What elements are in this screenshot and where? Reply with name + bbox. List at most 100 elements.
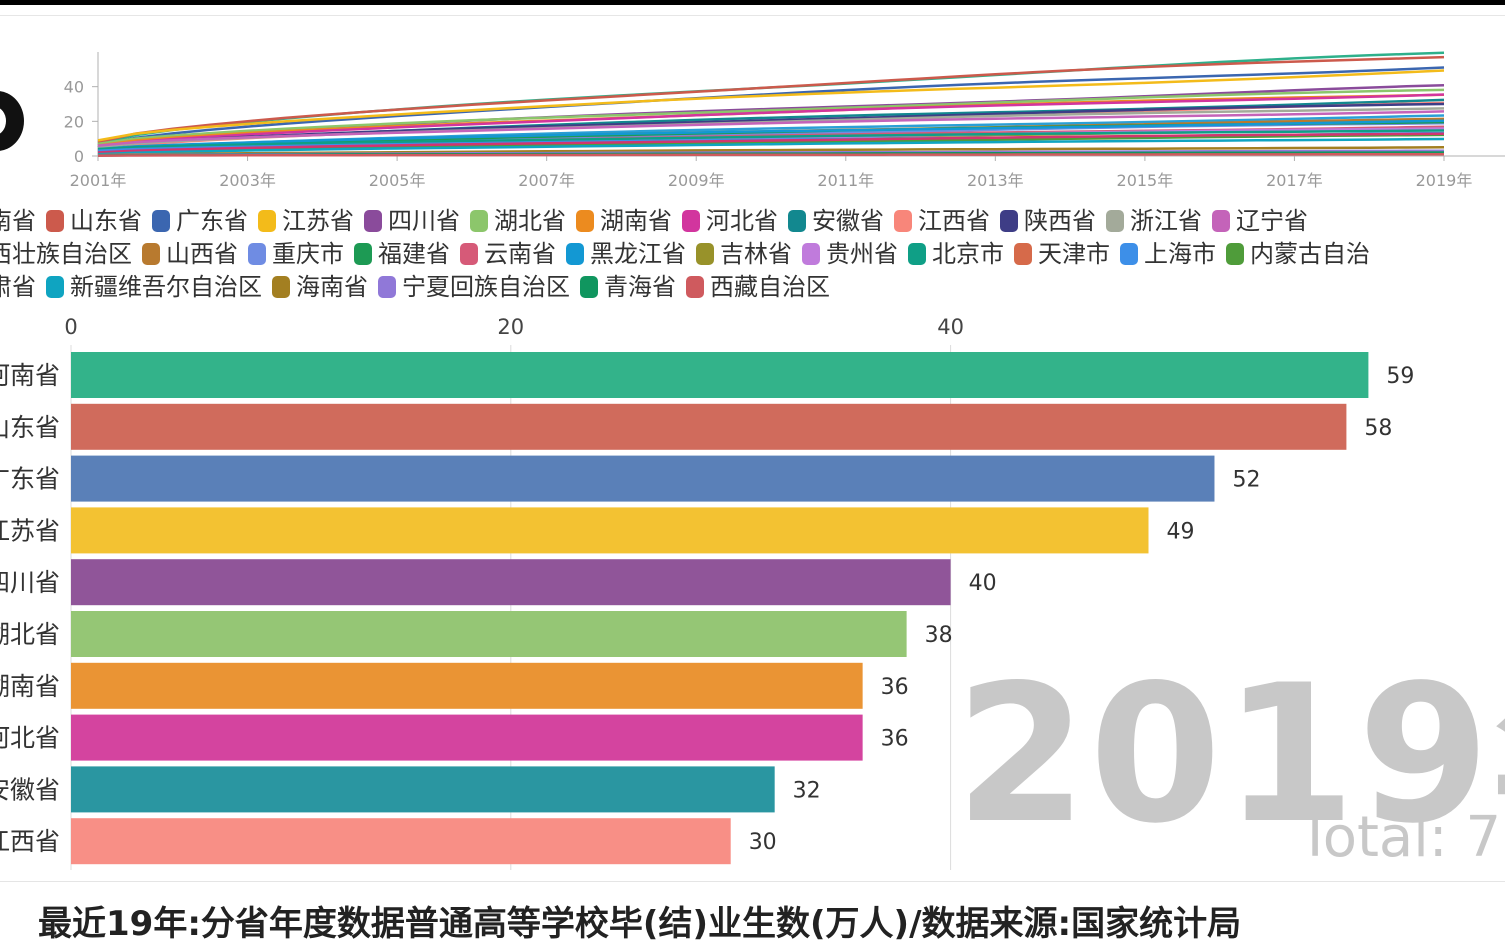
legend-swatch <box>460 243 478 265</box>
bar-category-label: 安徽省 <box>0 775 60 804</box>
line-series <box>97 102 1445 149</box>
top-divider <box>0 15 1505 16</box>
legend-item[interactable]: 云南省 <box>460 238 556 271</box>
bar <box>71 455 1215 502</box>
legend-item[interactable]: 辽宁省 <box>1212 205 1308 238</box>
legend-label: 辽宁省 <box>1236 207 1308 235</box>
legend-item[interactable]: 浙江省 <box>1106 205 1202 238</box>
legend-item[interactable]: 陕西省 <box>1000 205 1096 238</box>
bar <box>71 714 863 761</box>
legend-item[interactable]: 湖南省 <box>576 205 672 238</box>
legend-item[interactable]: 海南省 <box>272 271 368 304</box>
bar-x-tick-label: 40 <box>937 315 964 339</box>
source-caption: 最近19年:分省年度数据普通高等学校毕(结)业生数(万人)/数据来源:国家统计局 <box>38 904 1242 941</box>
legend-label: 广东省 <box>176 207 248 235</box>
total-label: Total: 75 <box>1298 805 1505 870</box>
bar-category-label: 四川省 <box>0 568 60 597</box>
bar-category-label: 江苏省 <box>0 516 60 545</box>
legend-swatch <box>788 210 806 232</box>
legend-item[interactable]: 宁夏回族自治区 <box>378 271 570 304</box>
legend-label: 宁夏回族自治区 <box>402 273 570 301</box>
legend-swatch <box>364 210 382 232</box>
legend-item[interactable]: 西藏自治区 <box>686 271 830 304</box>
legend-label: 浙江省 <box>1130 207 1202 235</box>
legend-label: 新疆维吾尔自治区 <box>70 273 262 301</box>
legend-item[interactable]: 湖北省 <box>470 205 566 238</box>
line-series <box>97 132 1445 154</box>
legend-label: 安徽省 <box>812 207 884 235</box>
legend-item[interactable]: 上海市 <box>1120 238 1216 271</box>
legend-item[interactable]: 四川省 <box>364 205 460 238</box>
bar-value-label: 38 <box>925 623 953 648</box>
line-x-tick-label: 2005年 <box>369 171 426 190</box>
legend-item[interactable]: 福建省 <box>354 238 450 271</box>
legend-item[interactable]: 南省 <box>0 205 36 238</box>
legend-swatch <box>142 243 160 265</box>
legend-label: 河北省 <box>706 207 778 235</box>
legend-label: 肃省 <box>0 273 36 301</box>
chart-canvas: 0 20 40 2001年 2003年 2005年 2007年 2009年 2011年 2013年… <box>0 5 1505 941</box>
legend-swatch <box>686 276 704 298</box>
bar-category-label: 河北省 <box>0 724 60 753</box>
line-series <box>97 129 1445 151</box>
bar-x-tick-label: 20 <box>497 315 524 339</box>
bar <box>71 818 731 865</box>
legend-label: 北京市 <box>932 240 1004 268</box>
legend-item[interactable]: 西壮族自治区 <box>0 238 132 271</box>
line-series <box>97 153 1444 157</box>
bar-category-label: 湖北省 <box>0 620 60 649</box>
legend-swatch <box>354 243 372 265</box>
legend-item[interactable]: 肃省 <box>0 271 36 304</box>
line-x-tick-label: 2015年 <box>1117 171 1174 190</box>
legend-swatch <box>46 210 64 232</box>
legend-item[interactable]: 新疆维吾尔自治区 <box>46 271 262 304</box>
legend-label: 江苏省 <box>282 207 354 235</box>
legend-swatch <box>1212 210 1230 232</box>
legend-swatch <box>1000 210 1018 232</box>
legend-item[interactable]: 贵州省 <box>802 238 898 271</box>
legend-item[interactable]: 内蒙古自治 <box>1226 238 1370 271</box>
bar-value-label: 40 <box>969 571 997 596</box>
legend-label: 西壮族自治区 <box>0 240 132 268</box>
line-series <box>97 69 1445 142</box>
legend-item[interactable]: 山西省 <box>142 238 238 271</box>
legend-item[interactable]: 吉林省 <box>696 238 792 271</box>
line-series <box>97 137 1445 156</box>
legend-item[interactable]: 安徽省 <box>788 205 884 238</box>
legend-swatch <box>908 243 926 265</box>
legend-item[interactable]: 山东省 <box>46 205 142 238</box>
bar-value-label: 30 <box>749 830 777 855</box>
line-series <box>97 119 1445 151</box>
legend-label: 湖北省 <box>494 207 566 235</box>
legend-item[interactable]: 江苏省 <box>258 205 354 238</box>
line-x-tick-label: 2013年 <box>967 171 1024 190</box>
legend-swatch <box>1106 210 1124 232</box>
bar-value-label: 32 <box>793 778 821 803</box>
footer-divider <box>0 881 1505 882</box>
line-x-tick-label: 2017年 <box>1266 171 1323 190</box>
legend-item[interactable]: 天津市 <box>1014 238 1110 271</box>
legend-item[interactable]: 青海省 <box>580 271 676 304</box>
legend-item[interactable]: 北京市 <box>908 238 1004 271</box>
legend-swatch <box>682 210 700 232</box>
legend-swatch <box>248 243 266 265</box>
bar-category-label: 广东省 <box>0 465 60 494</box>
bar-value-label: 59 <box>1386 364 1414 389</box>
bar-category-label: 湖南省 <box>0 672 60 701</box>
legend-label: 黑龙江省 <box>590 240 686 268</box>
line-y-tick-label: 40 <box>64 78 84 97</box>
line-series <box>97 93 1445 149</box>
legend-item[interactable]: 江西省 <box>894 205 990 238</box>
legend-swatch <box>580 276 598 298</box>
bar <box>71 559 951 606</box>
legend-item[interactable]: 重庆市 <box>248 238 344 271</box>
legend-swatch <box>1120 243 1138 265</box>
legend-item[interactable]: 黑龙江省 <box>566 238 686 271</box>
line-series <box>97 110 1445 147</box>
legend-item[interactable]: 广东省 <box>152 205 248 238</box>
bar <box>71 662 863 709</box>
legend-label: 山西省 <box>166 240 238 268</box>
legend-item[interactable]: 河北省 <box>682 205 778 238</box>
legend-swatch <box>1226 243 1244 265</box>
bar-category-label: 江西省 <box>0 827 60 856</box>
